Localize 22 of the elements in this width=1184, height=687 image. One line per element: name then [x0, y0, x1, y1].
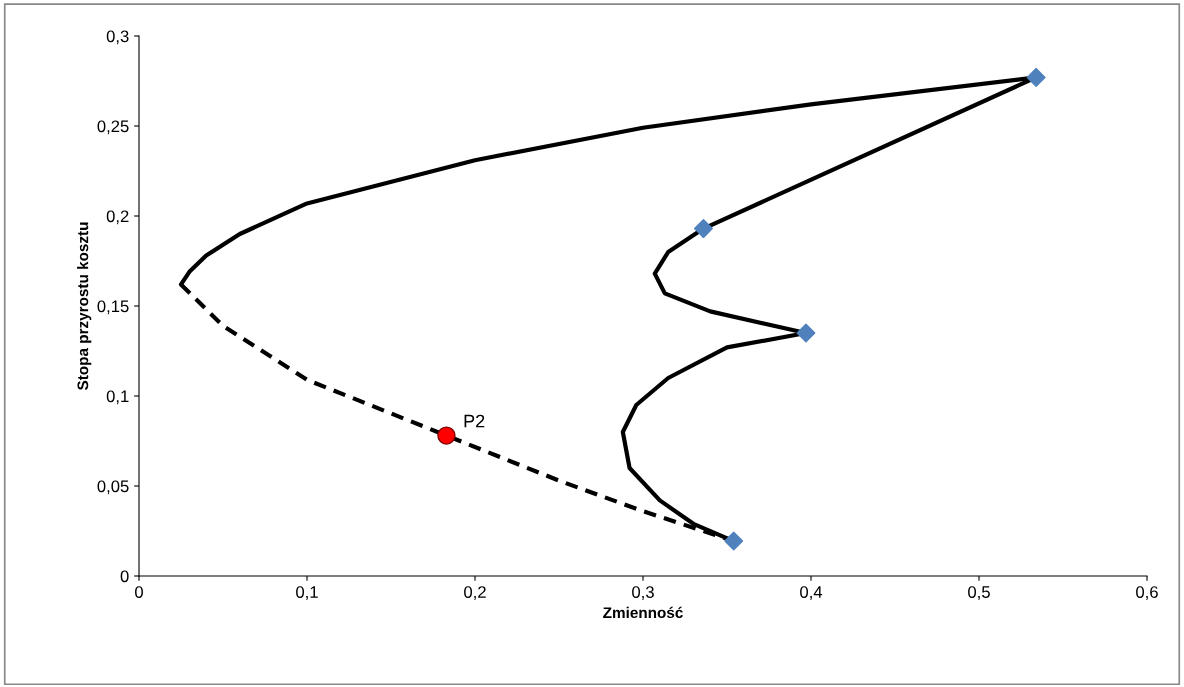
x-tick-label: 0,1 — [296, 586, 318, 600]
x-tick-label: 0,5 — [968, 586, 990, 600]
point — [796, 323, 816, 343]
y-tick-label: 0 — [120, 570, 129, 583]
x-tick-label: 0 — [135, 586, 143, 598]
x-tick-label: 0,3 — [632, 586, 654, 600]
annotation: P2 — [464, 414, 485, 428]
y-tick-label: 0,05 — [97, 480, 129, 495]
y-axis-title: Stopa przyrostu kosztu — [77, 222, 92, 391]
x-tick-label: 0,4 — [800, 586, 823, 600]
x-tick-label: 0,6 — [1136, 586, 1158, 600]
y-tick-label: 0,3 — [106, 30, 129, 45]
point — [694, 219, 713, 239]
y-tick-label: 0,15 — [97, 300, 129, 315]
y-tick-label: 0,25 — [97, 120, 129, 135]
x-tick-label: 0,2 — [464, 586, 486, 600]
x-axis-title: Zmienność — [603, 606, 683, 619]
point — [437, 426, 456, 445]
y-tick-label: 0,2 — [106, 210, 129, 225]
y-tick-label: 0,1 — [106, 390, 129, 405]
point — [724, 531, 744, 551]
point — [1026, 67, 1046, 87]
